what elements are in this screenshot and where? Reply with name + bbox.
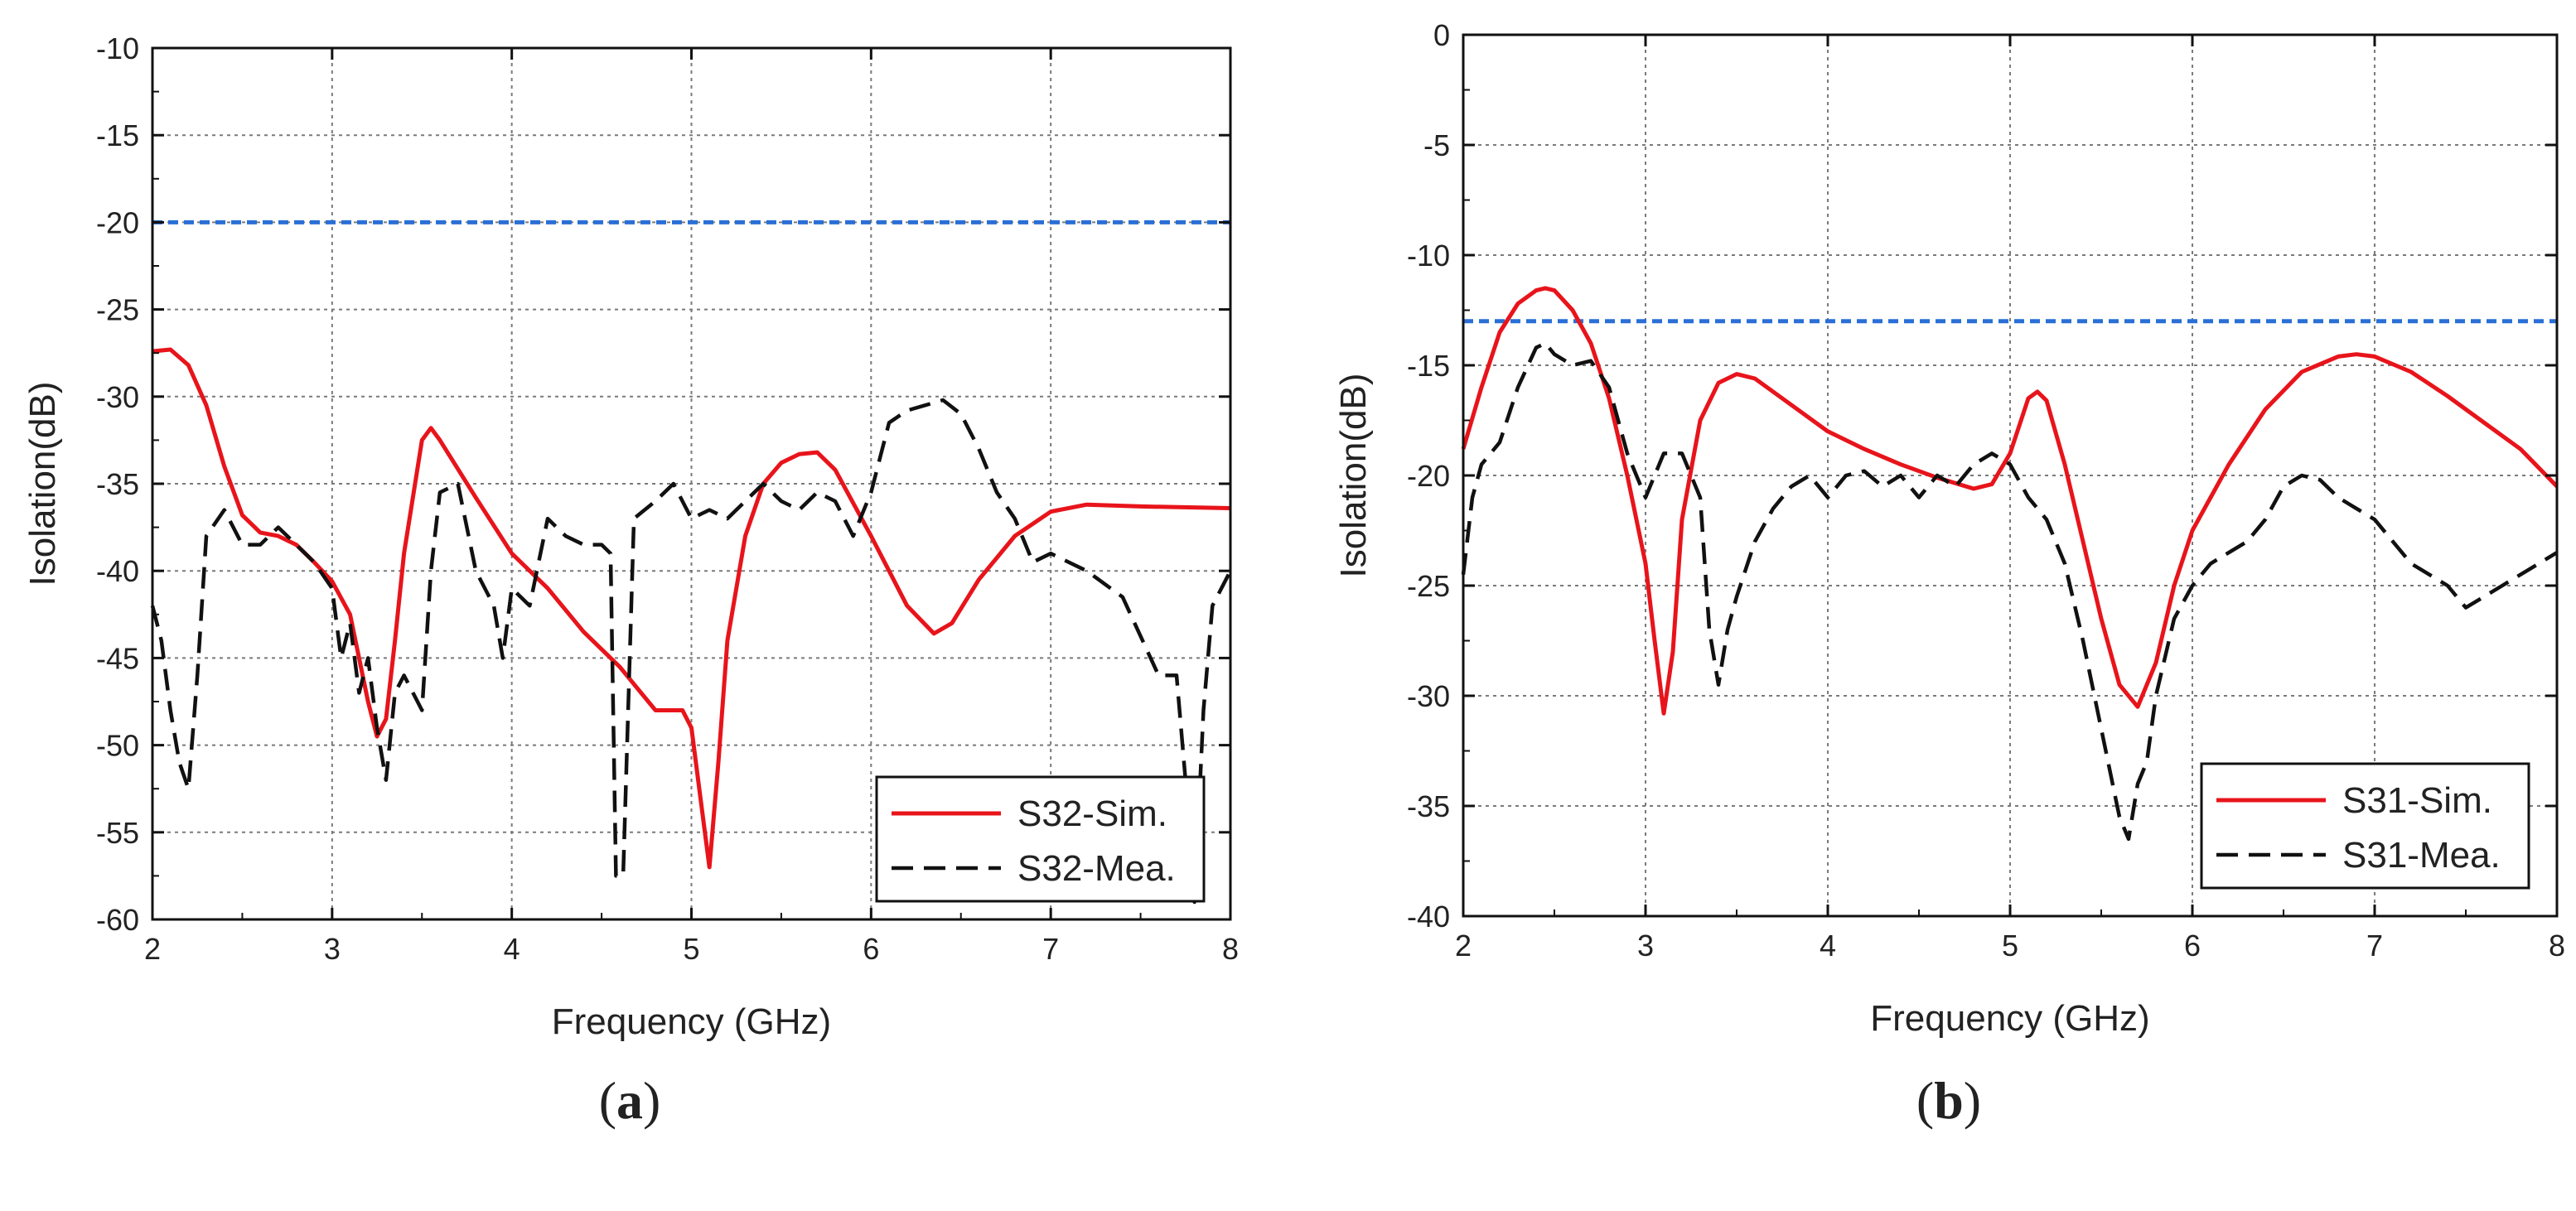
panel-label-close: ) [1964,1071,1981,1130]
y-tick-label: -25 [96,293,139,327]
legend-label: S32-Mea. [1017,848,1176,889]
y-tick-label: -30 [1407,679,1450,713]
chart-panel-a: 2 3 4 5 6 7 8 -60 -55 -50 -45 -40 -35 -30 -25 -20 -15 -10… [22,31,1239,1130]
y-tick-label: -25 [1407,569,1450,603]
y-tick-label: -5 [1423,128,1450,162]
y-tick-label: -35 [96,467,139,501]
panel-label-close: ) [643,1071,660,1130]
y-tick-label: 0 [1433,18,1450,52]
x-tick-label: 2 [1455,929,1472,963]
x-tick-label: 4 [1820,929,1836,963]
y-tick-label: -35 [1407,789,1450,823]
legend-label: S32-Sim. [1017,794,1167,834]
y-tick-label: -15 [96,118,139,152]
x-tick-label: 3 [1637,929,1654,963]
y-tick-label: -40 [1407,900,1450,934]
panel-label-open: ( [1916,1071,1934,1130]
y-axis-title: Isolation(dB) [22,381,63,586]
x-tick-label: 2 [144,932,161,966]
legend-label: S31-Sim. [2342,780,2492,821]
y-tick-label: -10 [96,31,139,65]
y-tick-label: -40 [96,554,139,588]
x-axis-title: Frequency (GHz) [1870,998,2149,1039]
panel-label-letter: b [1934,1071,1964,1130]
x-tick-label: 6 [863,932,879,966]
y-tick-label: -50 [96,729,139,763]
y-tick-label: -45 [96,641,139,675]
y-tick-label: -20 [1407,459,1450,493]
y-tick-label: -55 [96,816,139,850]
y-tick-label: -15 [1407,349,1450,383]
series-line-sim [1461,286,2559,716]
x-tick-label: 4 [504,932,520,966]
x-tick-label: 6 [2184,929,2201,963]
panel-label: (b) [1916,1071,1981,1130]
panel-label: (a) [599,1071,661,1130]
y-tick-label: -30 [96,380,139,414]
legend: S31-Sim. S31-Mea. [2200,762,2530,890]
legend-box [2200,762,2530,890]
x-tick-label: 7 [1042,932,1059,966]
legend-box [875,775,1206,903]
x-tick-label: 5 [2002,929,2018,963]
x-tick-label: 8 [2549,929,2565,963]
x-tick-label: 3 [324,932,341,966]
x-tick-label: 8 [1222,932,1239,966]
chart-panel-b: 2 3 4 5 6 7 8 -40 -35 -30 -25 -20 -15 -10 -5 0 Frequency… [1333,18,2565,1130]
panel-label-letter: a [616,1071,643,1130]
series-line-sim [152,347,1231,870]
x-tick-label: 5 [683,932,699,966]
y-tick-label: -10 [1407,239,1450,273]
grid [1463,35,2557,916]
panel-label-open: ( [599,1071,616,1130]
legend-label: S31-Mea. [2342,835,2501,876]
series-line-mea [150,398,1232,905]
legend: S32-Sim. S32-Mea. [875,775,1206,903]
x-axis-title: Frequency (GHz) [552,1001,831,1042]
series-line-mea [1461,341,2559,842]
y-axis-title: Isolation(dB) [1333,373,1374,577]
y-tick-label: -60 [96,903,139,937]
x-tick-label: 7 [2366,929,2383,963]
y-tick-label: -20 [96,205,139,239]
